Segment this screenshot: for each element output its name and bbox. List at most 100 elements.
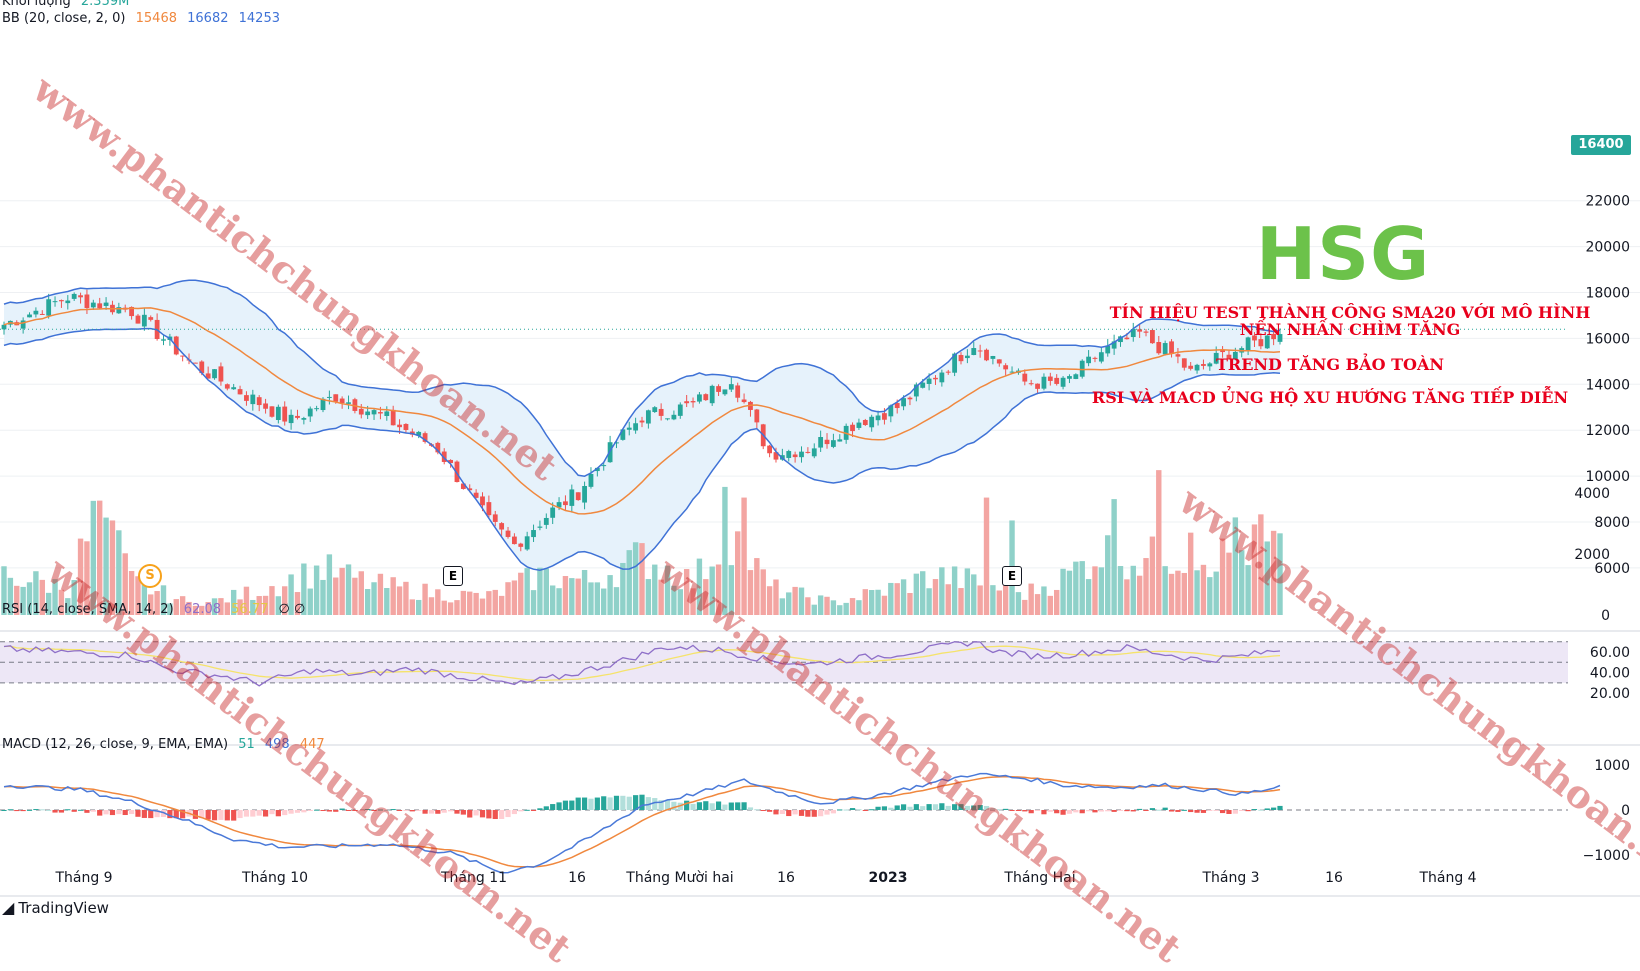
candle-body — [352, 399, 358, 411]
macd-histogram-bar — [932, 804, 939, 810]
candle-body — [282, 406, 288, 422]
macd-histogram-bar — [505, 810, 511, 818]
macd-histogram-bar — [1124, 810, 1130, 812]
rsi-legend[interactable]: RSI (14, close, SMA, 14, 2) 62.08 56.77 … — [2, 602, 311, 617]
volume-bar — [326, 554, 333, 615]
macd-histogram-bar — [486, 810, 492, 819]
macd-histogram-bar — [314, 809, 320, 811]
volume-bar — [792, 586, 798, 615]
macd-histogram-bar — [33, 809, 39, 811]
macd-histogram-bar — [1098, 810, 1104, 812]
candle-body — [1130, 328, 1136, 338]
macd-histogram-bar — [492, 810, 498, 820]
macd-histogram-bar — [537, 808, 543, 810]
earnings-event-marker[interactable]: E — [443, 566, 463, 586]
candle-body — [237, 389, 243, 395]
volume-bar — [773, 579, 779, 615]
macd-legend[interactable]: MACD (12, 26, close, 9, EMA, EMA) 51 498… — [2, 737, 331, 752]
macd-histogram-bar — [1277, 805, 1283, 810]
macd-histogram-bar — [1194, 810, 1200, 813]
candle-body — [601, 465, 607, 467]
time-axis: Tháng 9 Tháng 10 Tháng 11 16 Tháng Mười hai 1… — [0, 870, 1640, 897]
candle-body — [786, 451, 792, 458]
macd-tick-label: −1000 — [1583, 848, 1630, 864]
note-signal: TÍN HIỆU TEST THÀNH CÔNG SMA20 VỚI MÔ HÌ… — [1109, 303, 1591, 339]
volume-bar — [1143, 558, 1149, 615]
macd-histogram-bar — [626, 796, 632, 810]
rsi-ma-line — [3, 645, 1281, 682]
candle-body — [505, 530, 511, 537]
volume-bar — [1002, 582, 1009, 615]
volume-bar — [798, 587, 805, 615]
macd-histogram-bar — [581, 797, 588, 810]
macd-histogram-bar — [869, 809, 875, 811]
candle-body — [33, 310, 39, 315]
candle-body — [952, 353, 958, 373]
volume-bar — [786, 592, 792, 615]
macd-histogram-bar — [1175, 810, 1181, 812]
macd-histogram-bar — [333, 810, 339, 812]
volume-bar — [1047, 595, 1054, 615]
bb-mid-value: 15468 — [135, 11, 177, 26]
macd-histogram-bar — [441, 810, 447, 813]
candle-body — [1041, 376, 1047, 389]
volume-bar — [218, 598, 224, 615]
candle-body — [1009, 371, 1015, 373]
rsi-value: 62.08 — [183, 602, 222, 617]
bb-legend[interactable]: BB (20, close, 2, 0) 15468 16682 14253 — [2, 11, 286, 26]
macd-histogram-bar — [735, 802, 741, 810]
macd-histogram-bar — [1149, 808, 1155, 810]
candle-body — [901, 398, 906, 407]
macd-histogram-bar — [1137, 808, 1143, 810]
volume-bar — [179, 596, 186, 615]
volume-bar — [658, 579, 664, 615]
volume-bar — [422, 583, 428, 615]
time-tick-label: Tháng 3 — [1201, 870, 1259, 886]
time-tick-label: 16 — [777, 870, 795, 886]
macd-panel: −1000 0 1000 — [0, 744, 1640, 874]
split-event-marker[interactable]: S — [138, 564, 162, 588]
price-chart[interactable]: 20.00 40.00 60.00 −1000 0 1000 6000 8000 10000… — [0, 0, 1640, 924]
volume-bars — [1, 470, 1283, 615]
volume-bar — [479, 598, 486, 615]
rsi-label: RSI (14, close, SMA, 14, 2) — [2, 602, 174, 617]
volume-bar — [639, 543, 645, 615]
macd-histogram-bar — [307, 810, 313, 811]
candle-body — [46, 299, 52, 316]
candle-body — [358, 408, 364, 415]
macd-histogram-bar — [645, 797, 651, 810]
volume-bar — [856, 600, 862, 615]
volume-bar — [1105, 535, 1111, 615]
volume-bar — [173, 599, 179, 615]
candle-body — [1162, 343, 1168, 355]
volume-bar — [837, 605, 843, 615]
candle-body — [977, 350, 983, 352]
volume-bar — [90, 500, 97, 615]
volume-bar — [569, 578, 575, 615]
macd-histogram-bar — [167, 810, 173, 819]
macd-histogram-bar — [543, 806, 549, 810]
earnings-event-marker[interactable]: E — [1002, 566, 1022, 586]
candle-body — [875, 415, 881, 421]
macd-histogram-bar — [945, 805, 951, 810]
volume-bar — [613, 587, 620, 615]
candle-body — [1207, 363, 1213, 367]
candle-body — [1035, 383, 1040, 389]
volume-bar — [1028, 583, 1034, 615]
macd-histogram-bar — [511, 810, 517, 815]
volume-bar — [58, 589, 65, 615]
time-tick-label: Tháng 10 — [241, 870, 308, 886]
volume-bar — [1239, 550, 1245, 615]
volume-bar — [1034, 594, 1041, 615]
tradingview-brand[interactable]: ◢ TradingView — [2, 898, 109, 917]
volume-bar — [926, 588, 932, 615]
volume-bar — [766, 586, 773, 615]
volume-bar — [1022, 599, 1028, 615]
candle-body — [1271, 333, 1277, 340]
candle-body — [1175, 354, 1181, 357]
macd-histogram-bar — [1181, 809, 1187, 811]
candle-body — [416, 431, 422, 436]
volume-bar — [1187, 532, 1194, 615]
volume-tick-label: 2000 — [1574, 547, 1610, 563]
candle-body — [218, 366, 224, 382]
